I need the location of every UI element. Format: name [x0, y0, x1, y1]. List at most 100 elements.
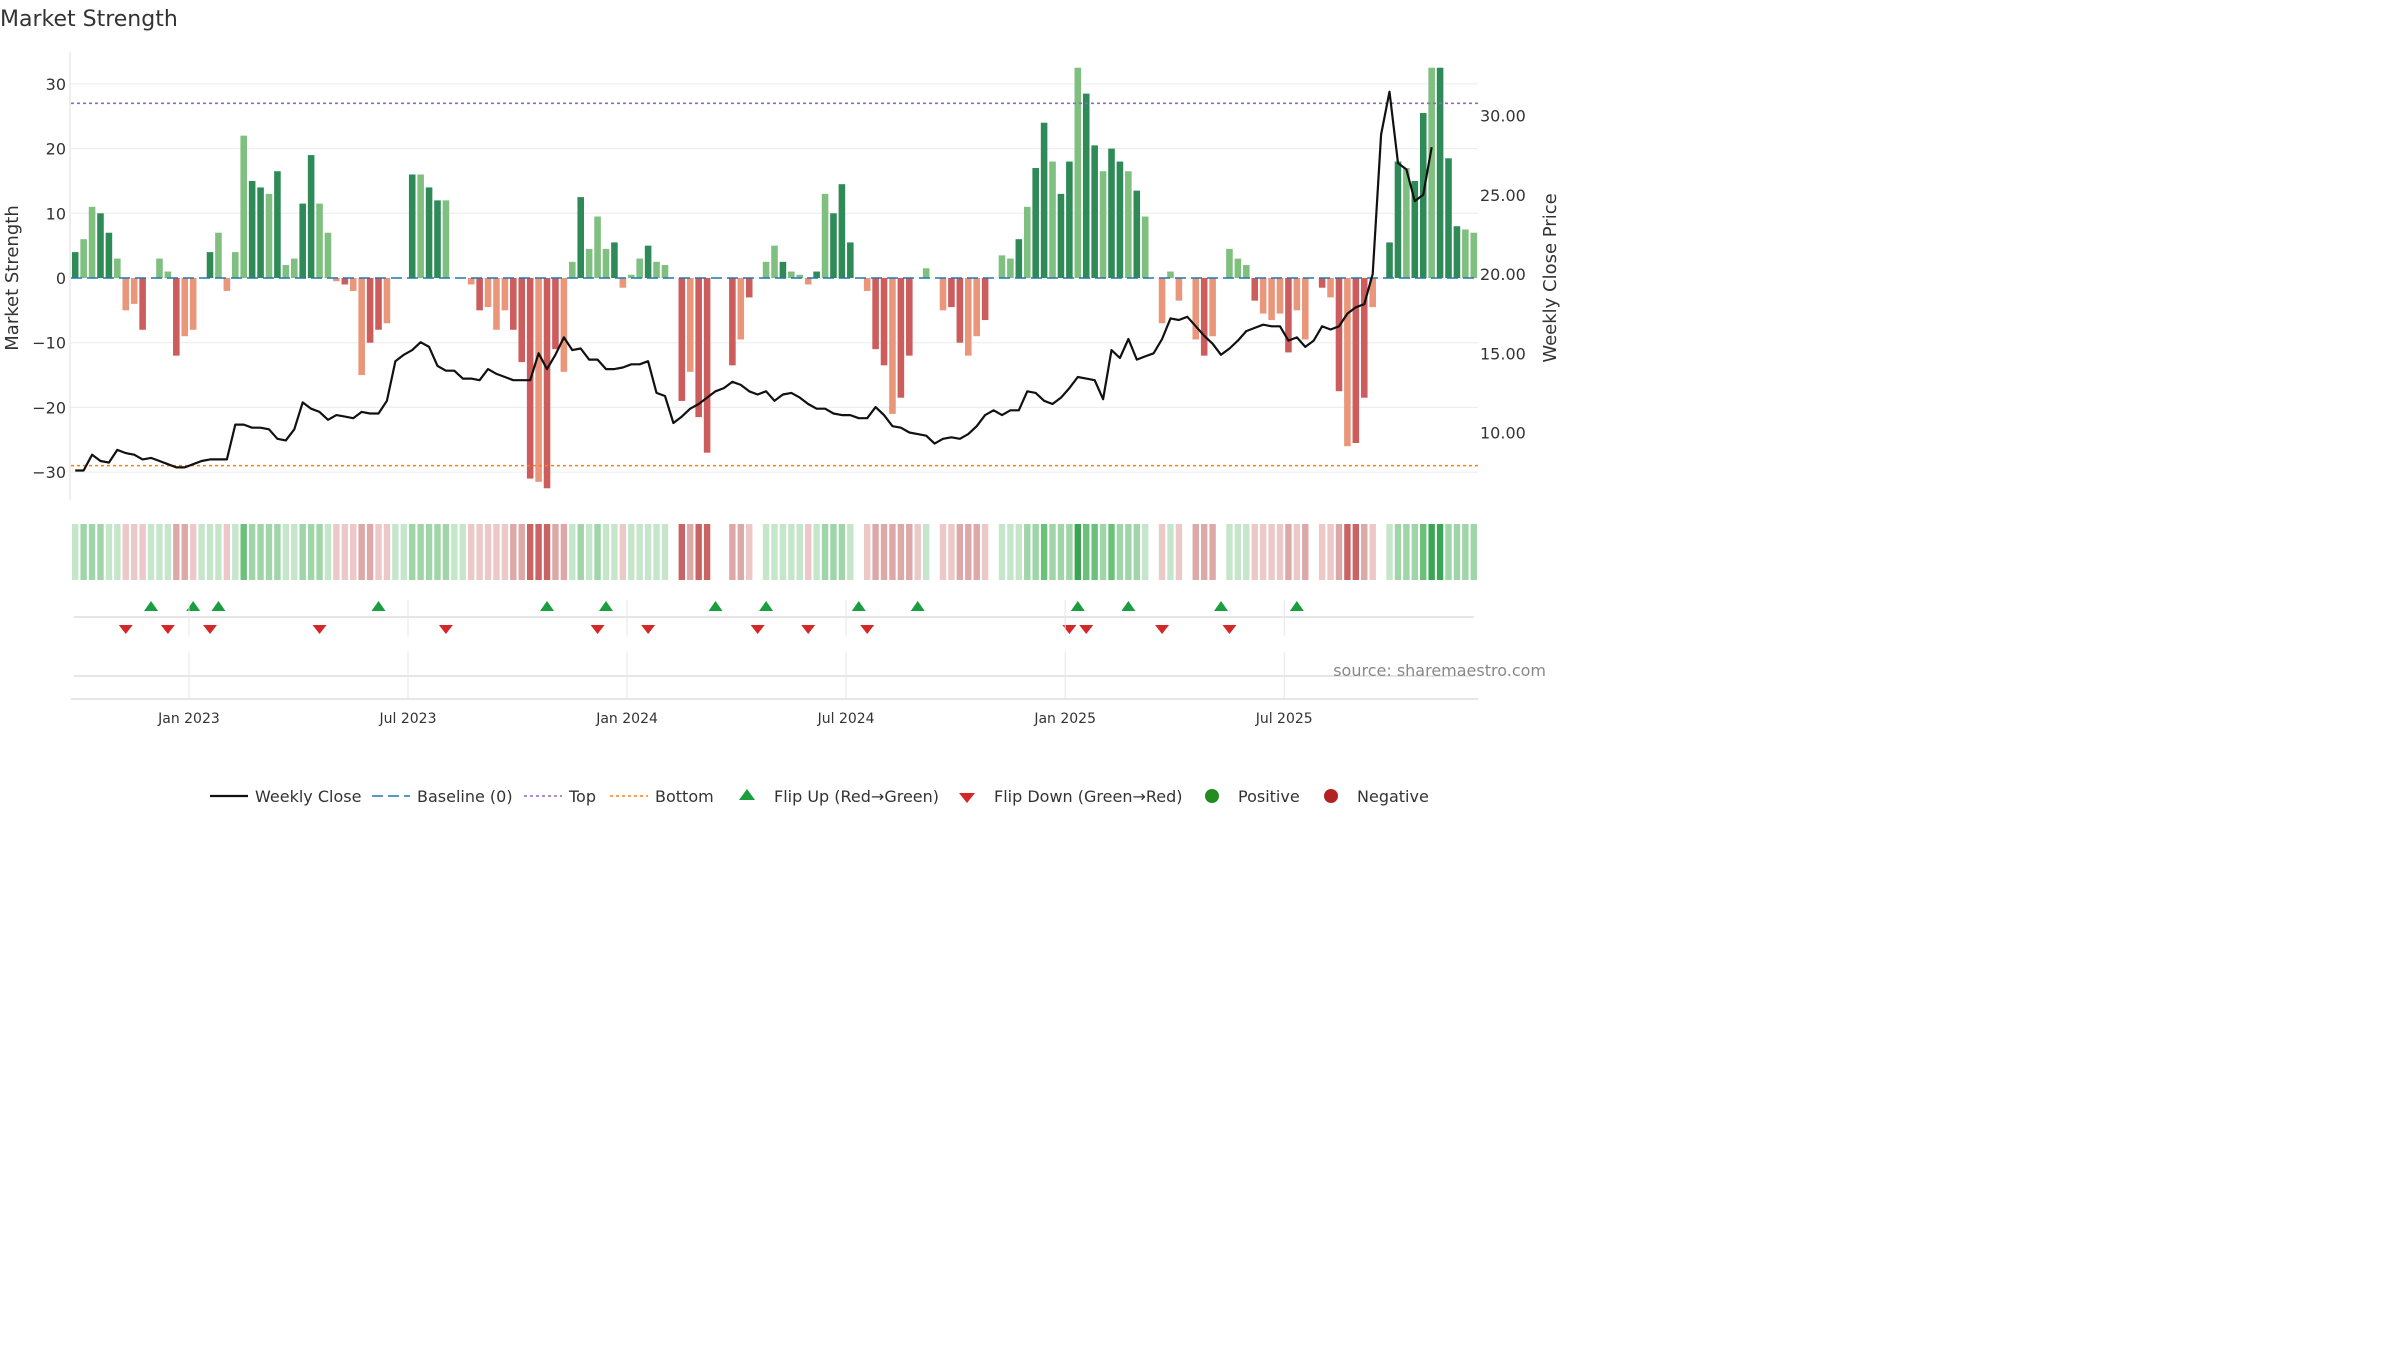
band-cell [1158, 524, 1166, 580]
flip-up-marker [598, 601, 613, 611]
right-tick-label: 30.00 [1480, 107, 1526, 126]
band-cell [830, 524, 837, 580]
flip-up-marker [759, 601, 774, 611]
strength-bar [678, 278, 686, 401]
strength-bar [560, 278, 568, 372]
band-cell [333, 524, 340, 580]
strength-bar [737, 278, 745, 340]
strength-bar [130, 278, 138, 304]
band-cell [1209, 524, 1216, 580]
band-cell [880, 524, 888, 580]
band-cell [973, 524, 980, 580]
band-cell [316, 524, 323, 580]
right-axis-label: Weekly Close Price [1540, 193, 1560, 362]
band-cell [569, 524, 576, 580]
strength-bar [981, 278, 989, 321]
band-cell [1150, 524, 1157, 580]
strength-bar [644, 245, 652, 278]
band-cell [560, 524, 568, 580]
strength-bar [1436, 67, 1444, 278]
strength-bar [122, 278, 130, 311]
strength-bar [105, 232, 113, 278]
strength-bar [1167, 271, 1174, 278]
strength-bar [1428, 67, 1435, 278]
band-cell [425, 524, 433, 580]
band-cell [872, 524, 879, 580]
band-cell [510, 524, 517, 580]
band-cell [1007, 524, 1014, 580]
strength-bar [1251, 278, 1259, 301]
strength-bar [1293, 278, 1301, 311]
strength-bar [1108, 148, 1115, 278]
strength-bar [80, 239, 87, 278]
band-cell [1352, 524, 1360, 580]
flip-down-marker [801, 625, 816, 634]
band-cell [939, 524, 947, 580]
legend-label: Top [568, 787, 596, 806]
band-cell [1192, 524, 1199, 580]
strength-bar [324, 232, 332, 278]
strength-bar [290, 258, 298, 278]
strength-bar [1099, 171, 1107, 278]
band-cell [619, 524, 627, 580]
flip-down-marker [750, 625, 765, 634]
right-tick-label: 20.00 [1480, 265, 1526, 284]
band-cell [1066, 524, 1073, 580]
x-tick-label: Jan 2025 [1033, 711, 1096, 727]
band-cell [1276, 524, 1284, 580]
strength-bar [948, 278, 955, 308]
band-cell [248, 524, 256, 580]
strength-bar [1344, 278, 1351, 447]
strength-bar [139, 278, 146, 330]
strength-bar [97, 213, 104, 278]
band-cell [122, 524, 129, 580]
left-axis-ticks: 30 20 10 0 −10 −20 −30 [32, 75, 66, 482]
strength-bar [1394, 161, 1402, 278]
strength-bar [114, 258, 121, 278]
band-cell [931, 524, 938, 580]
band-cell [341, 524, 349, 580]
band-cell [695, 524, 702, 580]
band-cell [198, 524, 205, 580]
band-cell [1099, 524, 1107, 580]
strength-bar [510, 278, 517, 330]
strength-bar [1141, 216, 1149, 278]
strength-bar [771, 245, 778, 278]
band-cell [1032, 524, 1039, 580]
strength-bar [366, 278, 374, 343]
strength-bar [1335, 278, 1343, 392]
strength-bar [434, 200, 441, 278]
band-cell [670, 524, 677, 580]
band-cell [501, 524, 509, 580]
strength-bar [248, 180, 256, 278]
strength-bar [653, 261, 660, 278]
strength-bar [1234, 258, 1242, 278]
x-tick-label: Jan 2024 [595, 711, 658, 727]
band-cell [821, 524, 829, 580]
strength-bar [1386, 242, 1393, 278]
band-cell [678, 524, 686, 580]
band-cell [906, 524, 913, 580]
left-tick-label: −30 [32, 463, 66, 482]
band-cell [80, 524, 87, 580]
strength-bar [1192, 278, 1200, 340]
strength-bar [299, 203, 306, 278]
x-tick-label: Jul 2023 [379, 711, 437, 727]
strength-bar [585, 248, 593, 278]
strength-bar [762, 261, 770, 278]
band-cell [1057, 524, 1065, 580]
band-cell [274, 524, 281, 580]
band-cell [636, 524, 643, 580]
flip-markers [74, 601, 1474, 677]
strength-bar [1462, 229, 1469, 278]
strength-bar [788, 271, 795, 278]
legend-label: Positive [1238, 787, 1300, 806]
flip-down-marker [641, 625, 656, 634]
band-cell [383, 524, 391, 580]
band-cell [467, 524, 475, 580]
legend-label: Bottom [655, 787, 714, 806]
strength-bar [1133, 190, 1141, 278]
band-cell [1318, 524, 1326, 580]
band-cell [847, 524, 854, 580]
band-cell [1335, 524, 1343, 580]
